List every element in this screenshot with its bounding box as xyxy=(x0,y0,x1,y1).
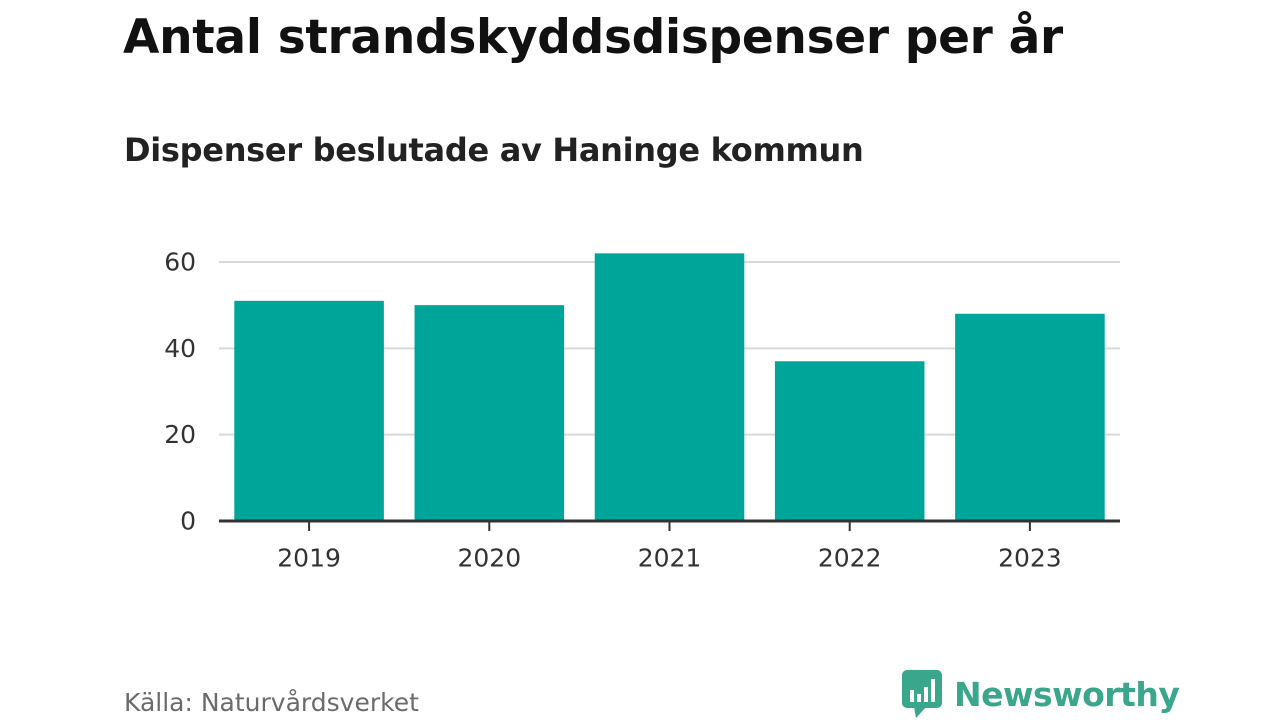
y-tick-label: 20 xyxy=(164,420,196,449)
y-tick-label: 0 xyxy=(180,507,196,536)
tick-labels: 0 20 40 60 2019 2020 2021 2022 2023 xyxy=(164,247,1062,572)
chart-subtitle: Dispenser beslutade av Haninge kommun xyxy=(124,131,864,169)
newsworthy-logo-icon xyxy=(902,670,942,718)
bar-2019 xyxy=(234,300,384,521)
brand-name: Newsworthy xyxy=(954,674,1180,714)
bar-chart: 0 20 40 60 2019 2020 2021 2022 2023 xyxy=(164,247,1120,573)
y-tick-label: 60 xyxy=(164,247,196,276)
y-tick-label: 40 xyxy=(164,334,196,363)
x-tick-label: 2023 xyxy=(998,544,1062,573)
x-tick-label: 2022 xyxy=(818,544,882,573)
chart-title: Antal strandskyddsdispenser per år xyxy=(123,10,1063,65)
axes xyxy=(219,519,1120,531)
brand-logo: Newsworthy xyxy=(902,668,1180,720)
x-tick-label: 2021 xyxy=(638,544,702,573)
bar-2022 xyxy=(774,361,925,521)
x-tick-label: 2020 xyxy=(457,544,521,573)
bar-2021 xyxy=(594,253,745,521)
bar-2020 xyxy=(414,305,565,521)
x-tick-label: 2019 xyxy=(277,544,341,573)
bar-2023 xyxy=(955,313,1105,521)
source-note: Källa: Naturvårdsverket xyxy=(124,688,419,717)
bars xyxy=(234,253,1105,521)
